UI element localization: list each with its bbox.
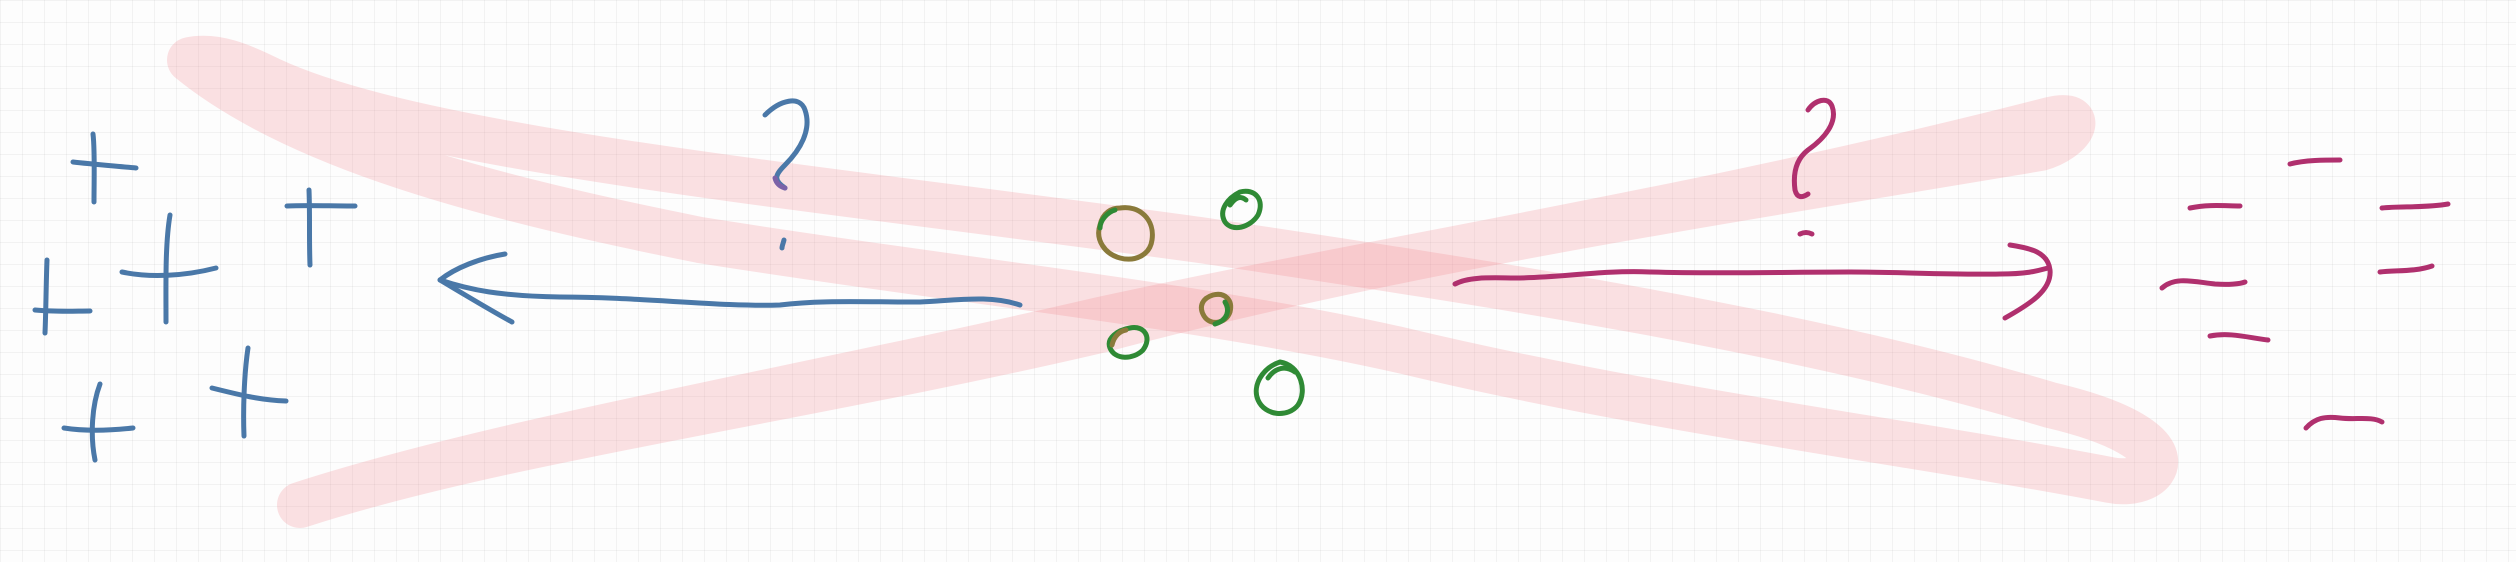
minus-cluster-right bbox=[2159, 157, 2451, 431]
arrow-shaft bbox=[437, 277, 1023, 308]
minus-sign bbox=[2287, 157, 2343, 167]
minus-sign bbox=[2159, 278, 2248, 291]
minus-sign bbox=[2207, 332, 2271, 343]
minus-sign bbox=[2187, 203, 2243, 211]
arrow-head bbox=[437, 251, 515, 325]
minus-sign bbox=[2303, 414, 2385, 431]
question-tail bbox=[772, 175, 788, 191]
circle-tail bbox=[1265, 365, 1298, 381]
plus-sign bbox=[284, 187, 358, 268]
circle-cluster-center bbox=[1096, 188, 1305, 416]
circle bbox=[1212, 299, 1230, 327]
question-mark-left bbox=[762, 98, 810, 251]
circle bbox=[1097, 207, 1118, 231]
circle bbox=[1220, 188, 1263, 231]
arrow-head bbox=[2002, 242, 2053, 321]
plus-sign bbox=[32, 257, 93, 336]
highlight-stroke-ascending bbox=[277, 95, 2096, 528]
plus-sign bbox=[70, 131, 139, 205]
plus-sign bbox=[61, 381, 136, 463]
minus-sign bbox=[2379, 201, 2451, 211]
circle-tail bbox=[1227, 195, 1249, 208]
question-dot bbox=[779, 237, 787, 251]
left-arrow bbox=[437, 251, 1023, 325]
highlight-stroke-descending bbox=[167, 35, 2178, 505]
right-arrow bbox=[1452, 242, 2053, 321]
question-dot bbox=[1797, 230, 1815, 237]
plus-sign bbox=[209, 345, 289, 439]
cross-out-highlight bbox=[167, 35, 2178, 528]
question-hook bbox=[1791, 97, 1836, 200]
plus-cluster-left bbox=[32, 131, 358, 463]
minus-sign bbox=[2377, 263, 2435, 275]
circle bbox=[1253, 359, 1305, 416]
plus-sign bbox=[119, 212, 219, 325]
arrow-shaft bbox=[1452, 265, 2051, 287]
circle bbox=[1109, 327, 1129, 348]
question-mark-right bbox=[1791, 97, 1836, 237]
